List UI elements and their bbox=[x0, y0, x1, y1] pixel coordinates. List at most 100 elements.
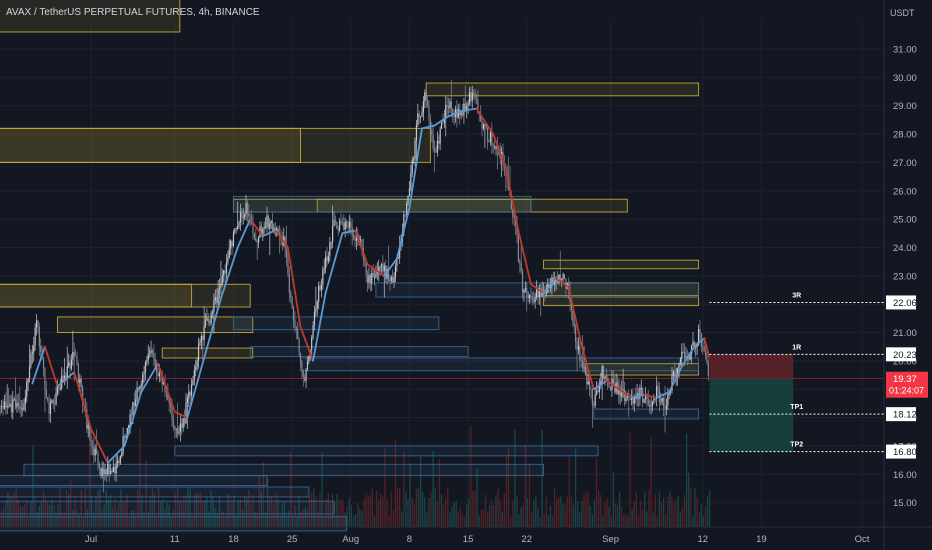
candle-body bbox=[294, 320, 296, 328]
ma-segment bbox=[408, 127, 423, 209]
ma-segment bbox=[186, 357, 206, 419]
candle-body bbox=[195, 366, 197, 371]
volume-bar bbox=[277, 498, 279, 527]
candle-body bbox=[42, 357, 45, 369]
candle-body bbox=[207, 317, 209, 321]
volume-bar bbox=[248, 489, 250, 527]
volume-bar bbox=[455, 500, 457, 527]
level-price-tag bbox=[886, 444, 916, 459]
candle-body bbox=[156, 366, 158, 374]
candle-body bbox=[489, 131, 492, 142]
volume-bar bbox=[357, 503, 359, 527]
volume-bar bbox=[516, 496, 518, 527]
volume-bar bbox=[499, 499, 501, 527]
volume-bar bbox=[704, 505, 707, 527]
candle-body bbox=[329, 242, 331, 257]
candle-body bbox=[55, 392, 57, 405]
volume-bar bbox=[302, 509, 304, 527]
volume-bar bbox=[290, 452, 292, 527]
volume-bar bbox=[461, 513, 464, 527]
supply-zone bbox=[0, 283, 251, 308]
candle-body bbox=[339, 220, 341, 231]
price-tick-label: 24.00 bbox=[893, 243, 917, 254]
candle-body bbox=[56, 386, 59, 393]
candle-body bbox=[121, 452, 123, 456]
candle-body bbox=[396, 259, 398, 267]
candle-body bbox=[13, 399, 15, 401]
candle-body bbox=[643, 398, 645, 403]
candle-body bbox=[150, 350, 152, 354]
candle-body bbox=[474, 92, 476, 99]
candle-body bbox=[625, 397, 627, 402]
candle-body bbox=[653, 398, 655, 402]
candle-body bbox=[68, 362, 70, 366]
volume-bar bbox=[398, 488, 401, 527]
volume-bar bbox=[472, 490, 474, 527]
volume-bar bbox=[139, 427, 141, 527]
time-tick-label: Jul bbox=[85, 534, 97, 545]
candle-body bbox=[168, 399, 170, 404]
candle-body bbox=[28, 366, 31, 378]
volume-bar bbox=[629, 433, 631, 527]
candle-body bbox=[475, 98, 478, 100]
candle-body bbox=[311, 337, 313, 350]
candle-body bbox=[104, 469, 106, 475]
candle-body bbox=[290, 292, 292, 298]
candle-body bbox=[484, 124, 486, 126]
candle-body bbox=[313, 311, 316, 326]
volume-bar bbox=[501, 511, 503, 527]
volume-bar bbox=[491, 500, 493, 527]
candle-body bbox=[249, 216, 251, 218]
candle-body bbox=[140, 384, 142, 386]
volume-bar bbox=[116, 511, 118, 527]
candle-body bbox=[80, 378, 82, 388]
volume-bar bbox=[363, 498, 365, 527]
candle-body bbox=[639, 387, 641, 399]
candle-body bbox=[319, 285, 321, 291]
candle-body bbox=[170, 403, 172, 408]
candle-body bbox=[600, 381, 602, 385]
candle-body bbox=[582, 361, 584, 369]
candle-body bbox=[171, 407, 173, 420]
candle-body bbox=[176, 428, 179, 434]
volume-bar bbox=[279, 515, 281, 527]
candle-body bbox=[433, 148, 436, 152]
ma-segment bbox=[312, 291, 327, 362]
volume-bar bbox=[275, 493, 277, 527]
volume-bar bbox=[688, 472, 690, 527]
level-price-tag-value: 22.06 bbox=[893, 298, 917, 309]
volume-bar bbox=[457, 511, 459, 527]
candle-body bbox=[213, 300, 215, 313]
candle-body bbox=[559, 274, 561, 281]
candle-body bbox=[440, 122, 443, 129]
candle-body bbox=[702, 346, 704, 348]
volume-bar bbox=[608, 506, 610, 527]
candle-body bbox=[651, 401, 654, 406]
volume-bar bbox=[685, 433, 688, 527]
volume-bar bbox=[63, 512, 66, 527]
candle-body bbox=[128, 424, 130, 428]
ma-segment bbox=[123, 391, 143, 447]
volume-bar bbox=[679, 512, 681, 527]
candle-body bbox=[90, 436, 92, 447]
ma-segment bbox=[643, 393, 658, 399]
volume-bar bbox=[415, 488, 418, 527]
candle-body bbox=[449, 101, 451, 109]
candle-body bbox=[123, 436, 126, 438]
volume-bar bbox=[612, 472, 614, 527]
candle-body bbox=[65, 375, 67, 380]
candle-body bbox=[119, 455, 121, 464]
volume-bar bbox=[352, 515, 355, 527]
volume-bar bbox=[631, 509, 633, 527]
volume-bar bbox=[264, 512, 267, 527]
candle-body bbox=[165, 391, 168, 393]
candle-body bbox=[695, 346, 697, 348]
volume-bar bbox=[533, 500, 535, 527]
ma-segment bbox=[530, 283, 545, 294]
volume-bar bbox=[61, 512, 63, 527]
volume-bar bbox=[658, 491, 661, 527]
candle-body bbox=[534, 297, 536, 303]
volume-bar bbox=[348, 497, 350, 527]
candle-body bbox=[295, 327, 297, 331]
